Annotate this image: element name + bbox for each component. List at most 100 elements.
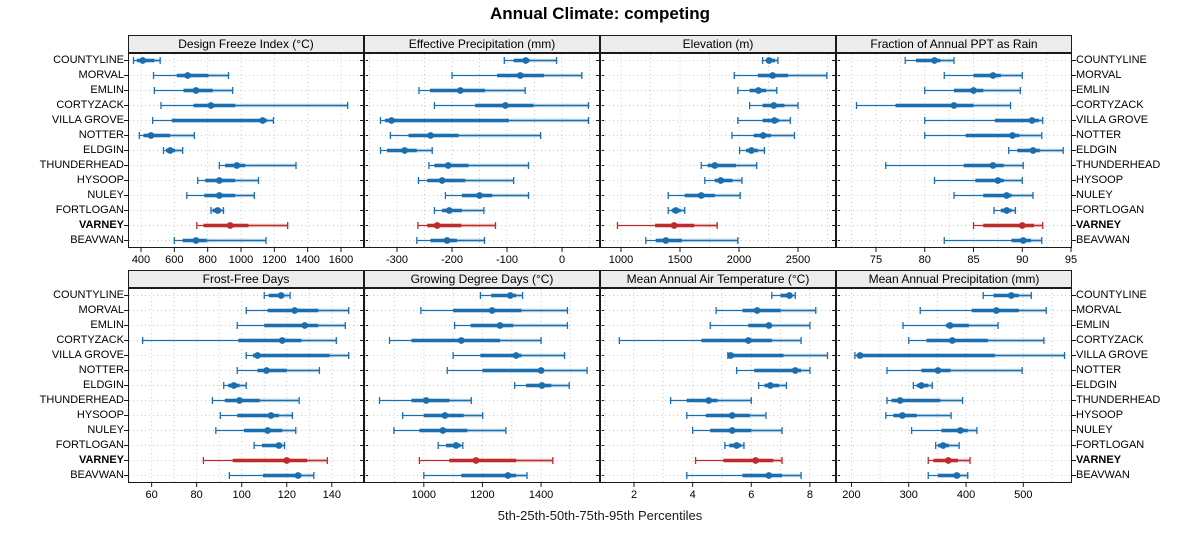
row-label: THUNDERHEAD	[1076, 159, 1161, 171]
percentile-interval	[927, 457, 971, 464]
axis-tick-label: 2	[631, 489, 637, 501]
percentile-interval	[737, 117, 791, 124]
median-dot	[438, 177, 446, 184]
percentile-interval	[379, 147, 433, 154]
median-dot	[1029, 147, 1037, 154]
percentile-interval	[451, 72, 583, 79]
panel-strip	[128, 35, 364, 53]
median-dot	[388, 117, 395, 124]
percentile-interval	[152, 117, 275, 124]
row-label: VARNEY	[78, 219, 124, 231]
axis-tick-label: 300	[900, 489, 918, 501]
axis-caption: 5th-25th-50th-75th-95th Percentiles	[497, 508, 703, 523]
median-dot	[970, 87, 977, 94]
percentile-interval	[885, 162, 1024, 169]
median-dot	[192, 237, 200, 244]
median-dot	[697, 192, 705, 199]
row-label: VARNEY	[1076, 219, 1122, 231]
axis-tick-label: 120	[278, 489, 296, 501]
row-label: NULEY	[87, 424, 124, 436]
row-label: HYSOOP	[76, 409, 124, 421]
percentile-interval	[771, 292, 796, 299]
row-label: HYSOOP	[1076, 409, 1124, 421]
median-dot	[733, 442, 741, 449]
median-dot	[522, 57, 530, 64]
percentile-interval	[236, 322, 346, 329]
median-dot	[147, 132, 155, 139]
percentile-interval	[910, 427, 978, 434]
axis-tick-label: 1200	[262, 254, 286, 266]
median-dot	[506, 292, 514, 299]
panel-strip	[600, 270, 836, 288]
row-label: BEAVWAN	[1076, 234, 1130, 246]
panel-strip	[128, 270, 364, 288]
row-label: FORTLOGAN	[1076, 439, 1145, 451]
median-dot	[944, 457, 952, 464]
median-dot	[184, 72, 192, 79]
median-dot	[948, 337, 956, 344]
row-label: THUNDERHEAD	[39, 394, 124, 406]
median-dot	[504, 472, 512, 479]
percentile-interval	[402, 412, 484, 419]
percentile-interval	[378, 397, 472, 404]
panel: Mean Annual Precipitation (mm) 200 300 400 5…	[832, 270, 1076, 501]
row-label: EMLIN	[90, 319, 124, 331]
median-dot	[950, 102, 958, 109]
row-label: VILLA GROVE	[51, 349, 124, 361]
percentile-interval	[1007, 147, 1064, 154]
row-label: FORTLOGAN	[55, 204, 124, 216]
percentile-interval	[433, 102, 590, 109]
percentile-interval	[943, 72, 1023, 79]
median-dot	[771, 117, 778, 124]
row-label: NULEY	[1076, 424, 1113, 436]
row-label: NOTTER	[78, 364, 124, 376]
median-dot	[1003, 192, 1011, 199]
percentile-interval	[160, 102, 349, 109]
panel-title: Elevation (m)	[683, 37, 754, 51]
percentile-interval	[196, 222, 289, 229]
median-dot	[294, 472, 302, 479]
percentile-interval	[423, 472, 528, 479]
median-dot	[501, 102, 509, 109]
percentile-interval	[418, 457, 554, 464]
median-dot	[445, 207, 453, 214]
percentile-interval	[416, 237, 486, 244]
median-dot	[989, 162, 997, 169]
row-label: COUNTYLINE	[1076, 54, 1147, 66]
percentile-interval	[138, 132, 195, 139]
percentile-interval	[761, 57, 779, 64]
median-dot	[457, 337, 465, 344]
percentile-interval	[645, 237, 739, 244]
percentile-interval	[388, 337, 542, 344]
percentile-interval	[618, 337, 802, 344]
percentile-interval	[855, 102, 1012, 109]
median-dot	[759, 132, 767, 139]
percentile-interval	[943, 237, 1043, 244]
percentile-interval	[902, 322, 999, 329]
percentile-interval	[686, 472, 802, 479]
median-dot	[214, 207, 222, 214]
median-dot	[215, 192, 223, 199]
median-dot	[1028, 117, 1036, 124]
median-dot	[496, 322, 504, 329]
axis-tick-label: 600	[165, 254, 183, 266]
median-dot	[472, 457, 480, 464]
percentile-interval	[389, 132, 542, 139]
percentile-interval	[245, 307, 350, 314]
panel: Design Freeze Index (°C) 400 600 800 1000 120…	[124, 35, 368, 266]
percentile-interval	[616, 222, 718, 229]
median-dot	[765, 472, 773, 479]
median-dot	[427, 132, 434, 139]
percentile-interval	[197, 177, 260, 184]
percentile-interval	[885, 412, 952, 419]
percentile-interval	[379, 117, 590, 124]
panel-title: Frost-Free Days	[203, 272, 290, 286]
row-label: NOTTER	[1076, 129, 1122, 141]
percentile-interval	[263, 292, 291, 299]
percentile-interval	[748, 102, 799, 109]
row-label: ELDGIN	[1076, 379, 1117, 391]
median-dot	[1018, 222, 1026, 229]
axis-tick-label: 4	[690, 489, 696, 501]
percentile-interval	[153, 87, 234, 94]
